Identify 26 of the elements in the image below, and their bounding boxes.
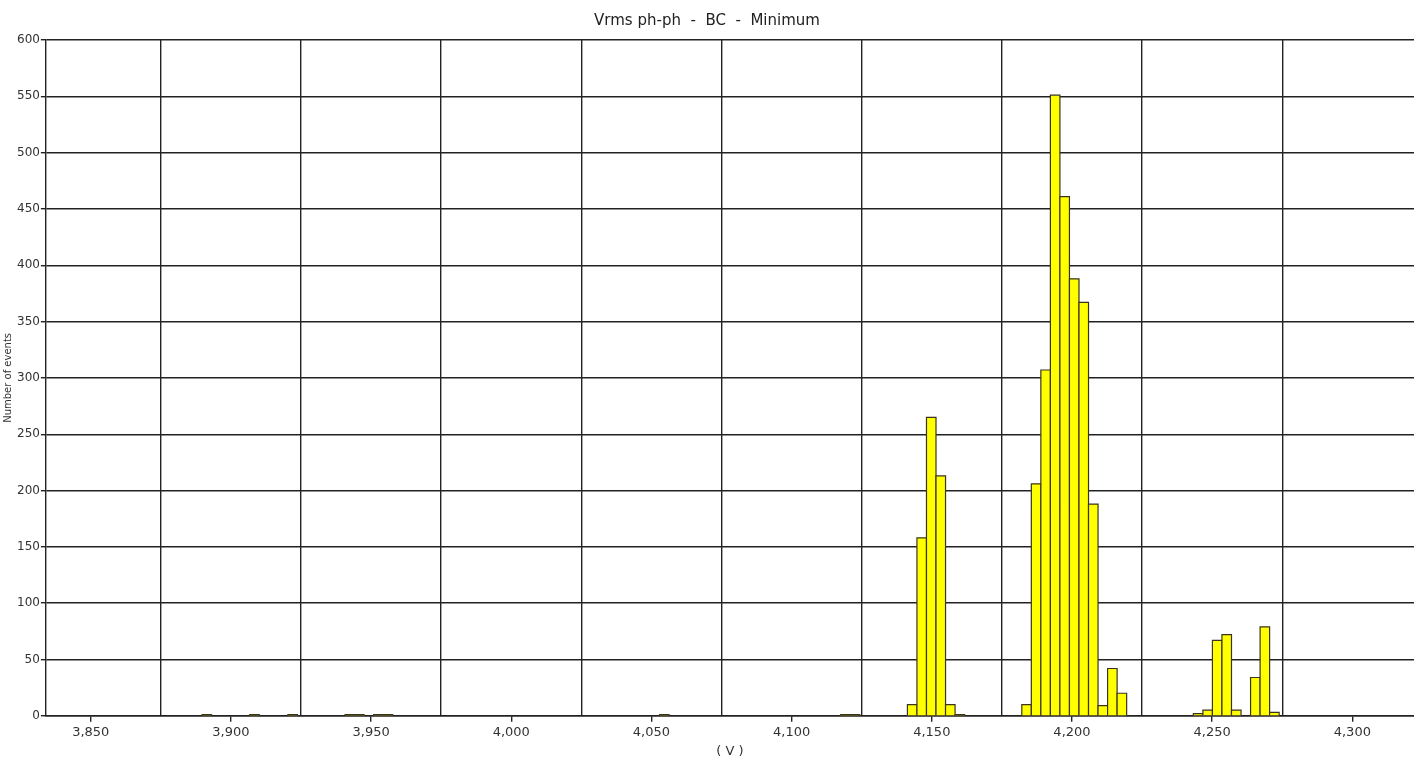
y-tick-label: 0: [32, 707, 40, 722]
y-tick-label: 300: [17, 370, 40, 385]
y-tick-label: 100: [17, 595, 40, 610]
y-tick-label: 200: [17, 482, 40, 497]
y-tick-label: 450: [17, 201, 40, 216]
x-tick-label: 4,150: [913, 723, 951, 739]
x-axis-title: ( V ): [716, 742, 744, 758]
y-tick-label: 500: [17, 144, 40, 159]
chart-title: Vrms ph-ph - BC - Minimum: [594, 10, 820, 29]
x-tick-label: 4,050: [632, 723, 671, 739]
x-tick-label: 4,300: [1333, 723, 1371, 739]
x-tick-label: 4,200: [1053, 723, 1091, 739]
y-tick-label: 150: [17, 538, 40, 553]
y-tick-label: 550: [17, 88, 40, 103]
x-tick-label: 3,900: [212, 723, 250, 739]
x-tick-label: 4,100: [773, 723, 811, 739]
y-tick-label: 250: [17, 426, 40, 441]
x-tick-label: 4,000: [492, 723, 530, 739]
y-tick-label: 50: [24, 651, 40, 666]
y-tick-label: 400: [17, 257, 40, 272]
x-tick-label: 3,950: [352, 723, 390, 739]
x-tick-label: 4,250: [1193, 723, 1231, 739]
y-tick-label: 350: [17, 313, 40, 328]
y-tick-label: 600: [17, 32, 40, 47]
x-tick-label: 3,850: [72, 723, 110, 739]
y-axis-title: Number of events: [1, 332, 13, 423]
